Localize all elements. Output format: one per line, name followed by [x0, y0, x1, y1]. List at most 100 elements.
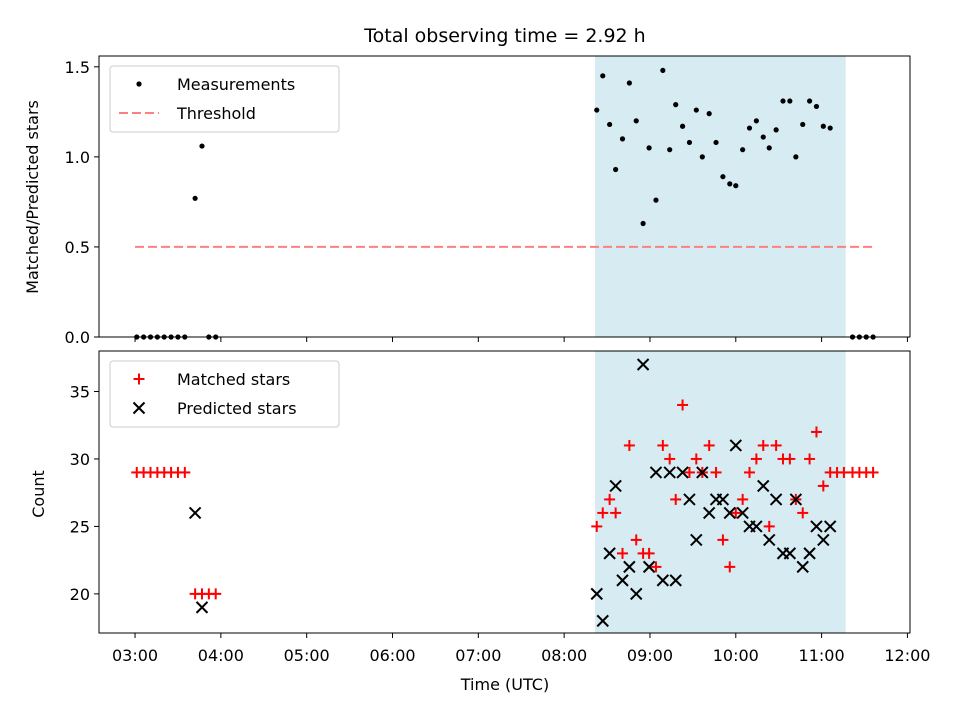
matched-star-point: [710, 466, 722, 478]
predicted-star-mark-b: [603, 547, 616, 560]
predicted-star-mark-b: [636, 358, 650, 371]
legend-label: Threshold: [176, 104, 256, 123]
matched-star-point: [210, 588, 222, 600]
predicted-star-point: [803, 547, 816, 560]
predicted-star-point: [669, 574, 682, 587]
matched-star-point: [810, 426, 822, 438]
measurement-point: [827, 125, 833, 131]
x-axis-label: Time (UTC): [460, 675, 549, 694]
predicted-star-point: [636, 358, 650, 371]
predicted-star-mark-b: [195, 601, 209, 614]
top-y-tick-label: 1.5: [65, 58, 90, 77]
measurement-point: [693, 107, 699, 113]
matched-star-point: [630, 534, 642, 546]
predicted-star-mark-b: [690, 533, 703, 547]
predicted-star-point: [769, 493, 783, 506]
measurement-point: [673, 102, 679, 108]
predicted-star-mark-b: [789, 493, 803, 506]
predicted-star-point: [690, 533, 703, 547]
predicted-star-point: [642, 560, 656, 574]
predicted-star-point: [817, 533, 830, 547]
bottom-y-tick-label: 20: [70, 585, 90, 604]
bottom-panel: 20 25 30 35 03:00 04:00 05:00 06:00 07:00 08:00 09…: [70, 350, 930, 665]
predicted-star-mark-b: [609, 479, 622, 493]
measurement-point: [619, 136, 626, 142]
predicted-star-point: [696, 466, 709, 479]
predicted-star-point: [796, 560, 809, 574]
bottom-y-tick-label: 35: [70, 382, 90, 401]
predicted-star-point: [195, 601, 209, 614]
matched-star-point: [750, 453, 762, 465]
predicted-star-point: [702, 506, 716, 520]
matched-star-point: [730, 507, 742, 519]
measurement-point: [746, 125, 753, 131]
predicted-star-mark-b: [817, 533, 830, 547]
measurement-point: [686, 139, 693, 146]
top-legend: Measurements Threshold: [109, 65, 340, 133]
matched-star-point: [703, 439, 715, 451]
predicted-star-point: [716, 493, 730, 506]
measurement-point: [733, 183, 739, 189]
predicted-star-mark-b: [590, 587, 603, 601]
predicted-star-mark-b: [723, 506, 736, 520]
measurement-point: [720, 174, 726, 180]
predicted-star-mark-b: [702, 506, 716, 520]
matched-star-point: [867, 466, 879, 478]
predicted-star-point: [630, 587, 643, 601]
predicted-star-mark-b: [796, 560, 809, 574]
predicted-star-mark-b: [736, 506, 749, 520]
top-legend-box: [109, 65, 340, 133]
predicted-star-mark-b: [188, 506, 202, 520]
matched-star-point: [179, 466, 191, 478]
measurement-point: [773, 127, 779, 133]
matched-star-point: [597, 507, 609, 519]
bottom-y-tick-label: 25: [70, 517, 90, 536]
bottom-y-tick-label: 30: [70, 450, 90, 469]
predicted-star-point: [676, 466, 689, 479]
predicted-star-mark-b: [623, 560, 636, 574]
predicted-star-mark-b: [729, 439, 742, 452]
predicted-star-mark-b: [763, 533, 776, 547]
matched-star-point: [690, 453, 702, 465]
matched-star-point: [643, 547, 655, 559]
x-tick-label: 03:00: [112, 646, 158, 665]
predicted-star-point: [736, 506, 749, 520]
chart-title: Total observing time = 2.92 h: [363, 25, 645, 47]
measurement-point: [613, 166, 619, 173]
x-tick-label: 06:00: [369, 646, 415, 665]
legend-predicted-mark-b: [132, 401, 146, 415]
measurement-point: [820, 123, 826, 129]
predicted-star-mark-b: [783, 547, 797, 560]
x-tick-label: 11:00: [799, 646, 845, 665]
top-y-tick-label: 0.0: [65, 328, 90, 347]
predicted-star-mark-b: [630, 587, 643, 601]
predicted-star-mark-b: [716, 493, 730, 506]
measurement-point: [806, 98, 813, 104]
matched-star-point: [717, 534, 729, 546]
matched-star-point: [591, 520, 603, 532]
matched-star-point: [744, 466, 756, 478]
measurement-point: [780, 98, 786, 104]
predicted-star-mark-b: [757, 479, 770, 493]
matched-star-point: [617, 547, 629, 559]
top-axes-frame: [98, 55, 911, 338]
matched-star-point: [770, 439, 782, 451]
matched-star-point: [657, 439, 669, 451]
x-tick-label: 05:00: [284, 646, 330, 665]
predicted-star-mark-b: [750, 520, 763, 533]
x-tick-label: 10:00: [713, 646, 759, 665]
predicted-star-point: [623, 560, 636, 574]
predicted-star-point: [596, 614, 609, 628]
measurement-point: [646, 145, 652, 151]
predicted-star-mark-b: [803, 547, 816, 560]
measurement-point: [706, 111, 712, 117]
predicted-star-mark-b: [656, 574, 670, 587]
predicted-star-point: [663, 466, 676, 479]
measurement-point: [679, 123, 686, 129]
predicted-star-mark-b: [676, 466, 689, 479]
measurement-point: [192, 195, 198, 201]
matched-star-point: [664, 453, 676, 465]
matched-star-point: [683, 466, 695, 478]
matched-star-point: [623, 439, 635, 451]
